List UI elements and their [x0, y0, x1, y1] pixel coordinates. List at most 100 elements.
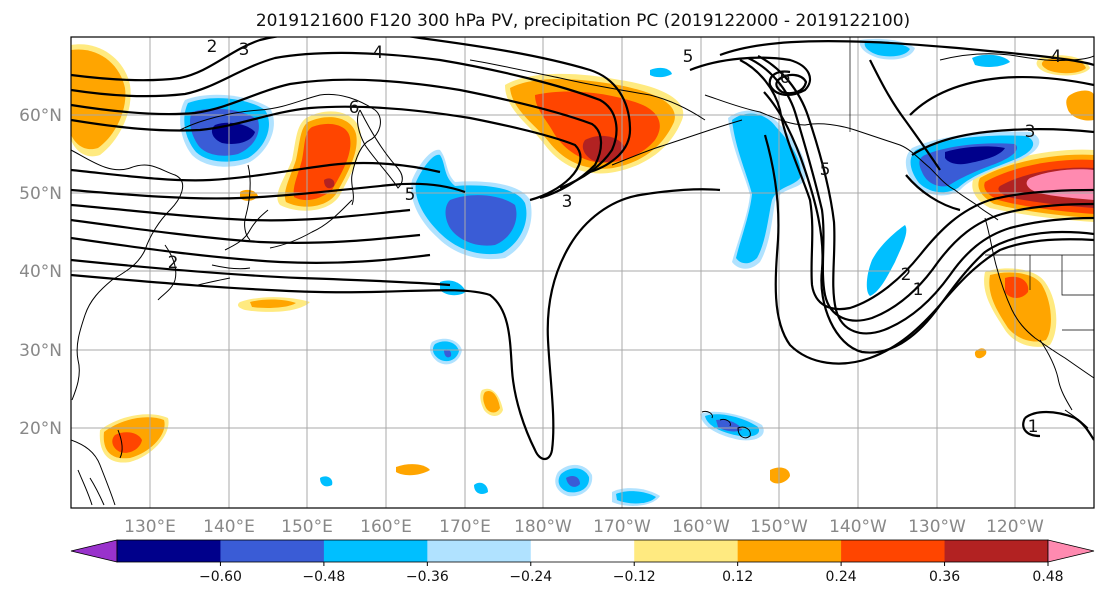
contour-label: 5 — [683, 47, 694, 67]
precip-blob-west-edge-mid — [71, 49, 126, 150]
lon-label: 140°W — [829, 517, 887, 537]
lat-label: 30°N — [19, 341, 62, 361]
pv-contour-east-loop-1 — [719, 39, 1094, 67]
coastline-taiwan — [117, 429, 123, 459]
longitude-labels: 130°E 140°E 150°E 160°E 170°E 180°W 170°… — [124, 517, 1044, 537]
pv-contour-bc-2 — [905, 174, 961, 212]
colorbar-tick-label: 0.24 — [826, 569, 857, 585]
pv-contour-trough-5 — [763, 134, 1094, 365]
contour-label: 1 — [913, 280, 924, 300]
precip-blob-bering-high — [535, 91, 660, 163]
contour-label: 6 — [780, 68, 791, 88]
precip-negative-shading — [180, 38, 1040, 506]
contour-label: 4 — [373, 43, 384, 63]
precip-blob-manchuria-top — [211, 122, 255, 144]
precip-blob-bering-small — [650, 67, 672, 78]
contour-label: 2 — [901, 265, 912, 285]
map-frame — [70, 36, 1095, 509]
coastline-asia — [71, 149, 184, 401]
colorbar-tick-label: −0.60 — [199, 569, 242, 585]
contour-labels: 2 3 4 6 5 3 2 5 6 5 3 4 2 1 1 — [168, 37, 1062, 437]
precip-blob-small-west — [320, 476, 333, 487]
contour-label: 6 — [349, 98, 360, 118]
coastlines — [71, 53, 1094, 506]
chart-title: 2019121600 F120 300 hPa PV, precipitatio… — [256, 11, 910, 31]
pv-contour-mid-c — [71, 203, 411, 222]
map-panel: 2 3 4 6 5 3 2 5 6 5 3 4 2 1 1 — [70, 36, 1095, 509]
coastline-baja — [1039, 339, 1073, 411]
precip-blob-central-small-core — [444, 349, 452, 358]
precip-blob-north-edge-mid — [864, 41, 910, 57]
pv-contour-mid-d — [71, 218, 421, 244]
precip-positive-shading — [71, 44, 1094, 484]
gridlines — [71, 37, 1094, 508]
lat-label: 20°N — [19, 419, 62, 439]
coastline-asia-south — [71, 439, 116, 506]
pv-contour-trough-4 — [763, 91, 1094, 354]
lon-label: 160°E — [360, 517, 412, 537]
colorbar-segment — [634, 540, 739, 562]
lon-label: 130°W — [908, 517, 966, 537]
contour-label: 2 — [168, 253, 179, 273]
lon-label: 170°E — [439, 517, 491, 537]
precip-blob-central-pacific-small-mid — [483, 390, 500, 413]
colorbar-segment — [117, 540, 221, 562]
colorbar-extend-high — [1047, 539, 1095, 563]
precip-blob-sea-of-okhotsk-core — [293, 123, 351, 201]
lon-label: 120°W — [986, 517, 1044, 537]
colorbar: −0.60 −0.48 −0.36 −0.24 −0.12 0.12 0.24 0.36 0.4… — [70, 539, 1095, 585]
pv-contour-subtropic — [71, 188, 721, 461]
colorbar-segment — [841, 540, 946, 562]
borders — [849, 37, 1094, 331]
colorbar-tick-label: 0.12 — [722, 569, 753, 585]
pv-contour-north-2 — [71, 51, 618, 190]
lat-label: 40°N — [19, 262, 62, 282]
pv-contour-north-east — [909, 75, 1094, 116]
colorbar-segment — [737, 540, 842, 562]
colorbar-tick-label: −0.48 — [302, 569, 345, 585]
contour-label: 3 — [239, 40, 250, 60]
contour-label: 3 — [1025, 122, 1036, 142]
precip-blob-gulf-southern-stub — [866, 225, 907, 296]
precip-blob-sea-of-okhotsk-top — [324, 178, 335, 189]
colorbar-segment — [427, 540, 532, 562]
pv-contour-mid-e — [71, 236, 431, 264]
precip-blob-california-mid — [989, 272, 1051, 342]
precip-blob-arctic-strip — [972, 54, 1010, 67]
pv-contour-north-3 — [71, 78, 603, 200]
colorbar-tick-label: −0.24 — [509, 569, 552, 585]
coastline-hawaii — [701, 411, 751, 439]
precip-blob-subtropic-small — [770, 467, 790, 484]
lon-label: 150°E — [281, 517, 333, 537]
pv-contour-north-1 — [71, 37, 632, 174]
coastline-kamchatka — [357, 109, 403, 189]
precip-blob-subtropic-strip — [396, 464, 430, 476]
colorbar-tick-label: 0.36 — [929, 569, 960, 585]
lon-label: 140°E — [203, 517, 255, 537]
colorbar-extend-low — [70, 539, 118, 563]
coastline-okhotsk — [179, 93, 381, 206]
colorbar-segment — [530, 540, 635, 562]
pv-contour-mid-f — [71, 258, 451, 287]
colorbar-tick-label: −0.12 — [613, 569, 656, 585]
colorbar-segment — [220, 540, 325, 562]
precip-blob-small-mid-ocean — [474, 482, 488, 494]
lon-label: 180°W — [514, 517, 572, 537]
pv-contour-bc-1 — [911, 128, 1094, 156]
pv-contour-mid-a — [71, 161, 441, 182]
pv-contours — [71, 37, 1094, 461]
coastline-na-west — [984, 217, 1094, 379]
pv-contour-east-loop-2 — [689, 56, 812, 96]
precip-blob-baja-small — [974, 348, 987, 359]
latitude-labels: 60°N 50°N 40°N 30°N 20°N — [19, 106, 62, 439]
precip-blob-northwest-pacific-strip-mid — [250, 299, 296, 308]
contour-label: 1 — [1028, 417, 1039, 437]
pv-contour-trough-3 — [757, 55, 1094, 335]
precip-blob-california-high — [1005, 276, 1029, 298]
coastline-chukotka — [469, 59, 706, 121]
lon-label: 130°E — [124, 517, 176, 537]
coastline-korea — [157, 244, 177, 301]
coastline-alaska — [704, 94, 999, 221]
colorbar-segment — [323, 540, 428, 562]
